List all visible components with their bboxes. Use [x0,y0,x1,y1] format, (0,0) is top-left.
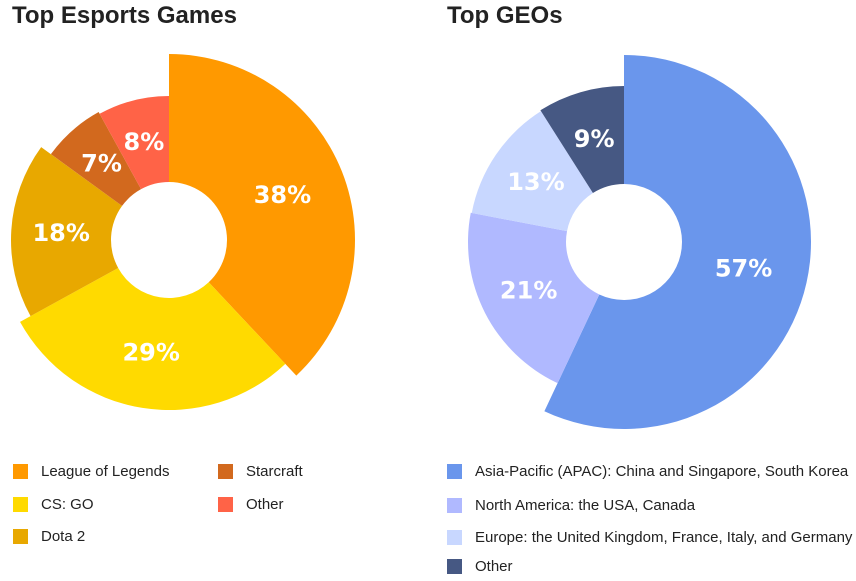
games-slice-cs-go [20,267,286,411]
games-legend-item-league-of-legends: League of Legends [13,463,169,480]
donut-charts: 38% 29% 18% 7%8% 57% 21% 13% 9% [11,54,812,429]
games-legend-label-league-of-legends: League of Legends [41,463,170,480]
geos-legend-label-north-america-the-usa-canada: North America: the USA, Canada [475,497,696,514]
geos-legend-label-europe-the-united-kingdom-france-italy-and-germany: Europe: the United Kingdom, France, Ital… [475,529,853,546]
geos-legend-item-other: Other [447,558,513,575]
games-slice-starcraft [50,112,142,206]
games-legend-swatch-cs-go [13,497,28,512]
geos-label-north-america-the-usa-canada: 21% [500,277,557,305]
games-label-cs-go: 29% [122,339,179,367]
geos-legend-swatch-other [447,559,462,574]
games-legend-item-cs-go: CS: GO [13,496,94,513]
geos-legend-label-asia-pacific-apac-china-and-singapore-south-korea: Asia-Pacific (APAC): China and Singapore… [475,463,849,480]
games-legend-label-dota-2: Dota 2 [41,528,86,545]
chart-title-geos: Top GEOs [447,2,563,29]
geos-label-asia-pacific-apac-china-and-singapore-south-korea: 57% [715,255,772,283]
games-slice-other [99,96,169,190]
geos-legend-swatch-asia-pacific-apac-china-and-singapore-south-korea [447,464,462,479]
geos-legend-item-europe-the-united-kingdom-france-italy-and-germany: Europe: the United Kingdom, France, Ital… [447,529,852,546]
games-legend-label-cs-go: CS: GO [41,496,94,513]
geos-slice-asia-pacific-apac-china-and-singapore-south-korea [544,55,812,429]
games-legend-item-dota-2: Dota 2 [13,528,85,545]
games-slice-league-of-legends [169,54,356,376]
geos-slice-north-america-the-usa-canada [468,212,600,384]
games-legend-swatch-league-of-legends [13,464,28,479]
geos-legend-item-north-america-the-usa-canada: North America: the USA, Canada [447,497,695,514]
games-legend-swatch-dota-2 [13,529,28,544]
games-legend-swatch-other [218,497,233,512]
geos-legend-item-asia-pacific-apac-china-and-singapore-south-korea: Asia-Pacific (APAC): China and Singapore… [447,463,848,480]
games-legend-swatch-starcraft [218,464,233,479]
games-legend-item-other: Other [218,496,284,513]
geos-legend-label-other: Other [475,558,513,575]
geos-slice-other [540,86,624,194]
geos-legend-swatch-north-america-the-usa-canada [447,498,462,513]
games-legend-label-starcraft: Starcraft [246,463,303,480]
games-label-dota-2: 18% [32,219,89,247]
geos-label-other: 9% [574,125,615,153]
games-slice-dota-2 [11,147,123,317]
geos-slice-europe-the-united-kingdom-france-italy-and-germany [471,111,593,232]
geos-legend-swatch-europe-the-united-kingdom-france-italy-and-germany [447,530,462,545]
geos-label-europe-the-united-kingdom-france-italy-and-germany: 13% [507,168,564,196]
games-legend-label-other: Other [246,496,284,513]
games-label-starcraft: 7% [81,149,122,177]
games-legend-item-starcraft: Starcraft [218,463,303,480]
games-label-other: 8% [124,128,165,156]
games-label-league-of-legends: 38% [254,181,311,209]
chart-title-games: Top Esports Games [12,2,237,29]
